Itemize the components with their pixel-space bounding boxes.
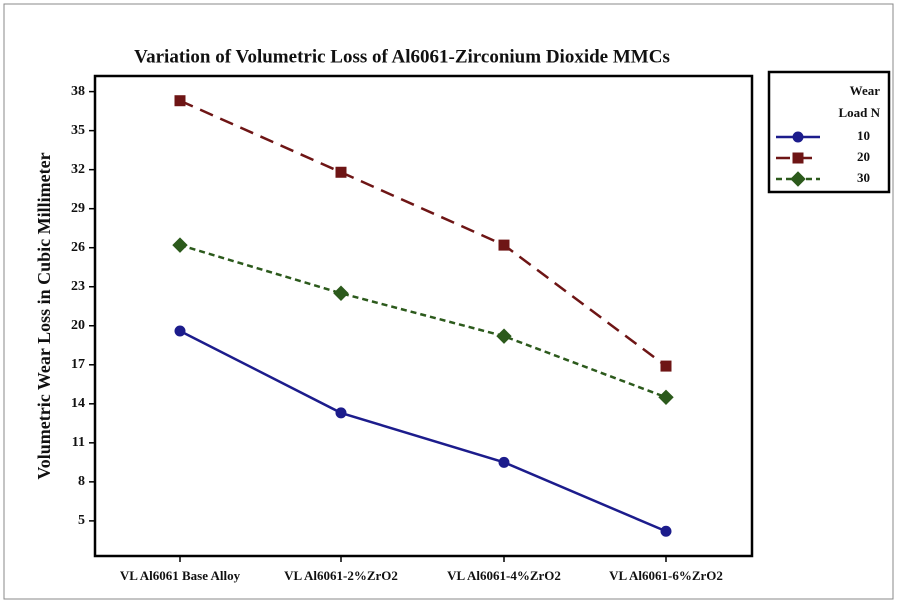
y-tick-label: 11	[72, 435, 85, 450]
y-tick-label: 20	[71, 318, 85, 333]
data-point	[498, 456, 510, 468]
data-point	[660, 525, 672, 537]
data-point	[658, 389, 674, 406]
series-line	[179, 329, 667, 533]
data-point	[335, 166, 347, 178]
legend-title: Wear	[850, 83, 881, 98]
data-point	[660, 360, 672, 372]
legend-marker	[792, 131, 804, 143]
data-point	[335, 407, 347, 419]
y-tick-label: 35	[71, 123, 85, 138]
y-tick-label: 5	[78, 513, 85, 528]
legend-label: 20	[857, 149, 870, 164]
frame	[3, 3, 894, 600]
y-tick-label: 32	[71, 162, 85, 177]
legend-title: Load N	[838, 105, 880, 120]
y-axis-label: Volumetric Wear Loss in Cubic Millimeter	[34, 152, 54, 479]
legend-label: 30	[857, 170, 870, 185]
chart-title: Variation of Volumetric Loss of Al6061-Z…	[134, 46, 670, 67]
y-tick-label: 14	[71, 396, 85, 411]
y-tick-label: 8	[78, 474, 85, 489]
series-line	[179, 99, 667, 368]
x-tick-label: VL Al6061-6%ZrO2	[609, 568, 723, 583]
y-tick-label: 29	[71, 201, 85, 216]
data-point	[172, 237, 188, 253]
y-tick-label: 23	[71, 279, 85, 294]
legend-marker	[792, 152, 804, 164]
x-tick-label: VL Al6061-2%ZrO2	[284, 568, 398, 583]
series-line	[179, 243, 667, 399]
x-tick-label: VL Al6061 Base Alloy	[120, 568, 241, 583]
data-point	[174, 95, 186, 107]
legend-marker	[790, 171, 806, 187]
data-point	[333, 285, 349, 301]
data-point	[498, 239, 510, 251]
y-tick-label: 26	[71, 240, 85, 255]
y-tick-label: 17	[71, 357, 85, 372]
x-tick-label: VL Al6061-4%ZrO2	[447, 568, 561, 583]
y-tick-label: 38	[71, 84, 85, 99]
data-point	[174, 325, 186, 337]
legend-box	[767, 70, 891, 194]
data-point	[496, 328, 512, 344]
plot-area	[93, 74, 754, 558]
legend-label: 10	[857, 128, 870, 143]
